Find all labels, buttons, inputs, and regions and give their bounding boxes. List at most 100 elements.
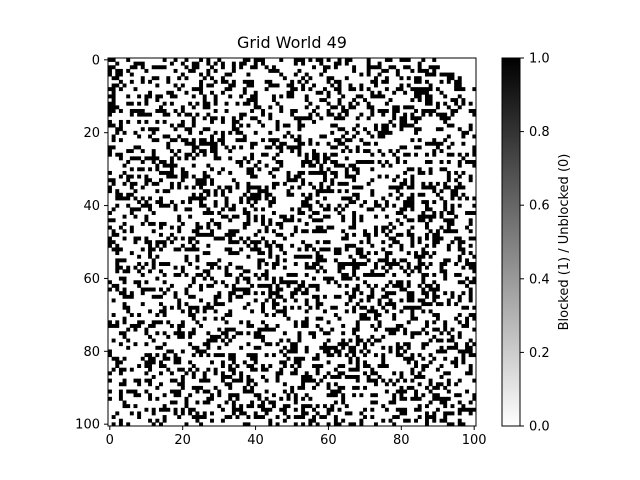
blocked-cell: [293, 145, 298, 150]
blocked-cell: [297, 119, 302, 124]
blocked-cell: [122, 404, 127, 409]
blocked-cell: [373, 393, 378, 398]
blocked-cell: [151, 262, 156, 266]
blocked-cell: [155, 345, 160, 350]
blocked-cell: [166, 112, 171, 117]
blocked-cell: [355, 192, 360, 197]
blocked-cell: [304, 203, 309, 208]
blocked-cell: [392, 331, 397, 336]
blocked-cell: [428, 101, 433, 106]
blocked-cell: [282, 364, 287, 368]
blocked-cell: [206, 163, 211, 168]
blocked-cell: [322, 374, 327, 379]
blocked-cell: [472, 262, 477, 266]
blocked-cell: [253, 101, 258, 106]
blocked-cell: [169, 200, 174, 205]
blocked-cell: [290, 145, 295, 150]
blocked-cell: [395, 218, 400, 223]
blocked-cell: [224, 331, 229, 336]
blocked-cell: [337, 251, 342, 256]
blocked-cell: [439, 345, 444, 350]
blocked-cell: [282, 331, 287, 336]
blocked-cell: [242, 58, 247, 62]
blocked-cell: [468, 287, 473, 292]
blocked-cell: [293, 87, 298, 92]
blocked-cell: [406, 203, 411, 208]
blocked-cell: [414, 145, 418, 150]
blocked-cell: [319, 189, 324, 194]
blocked-cell: [177, 214, 182, 219]
blocked-cell: [297, 305, 302, 310]
blocked-cell: [191, 353, 196, 358]
blocked-cell: [443, 291, 448, 296]
blocked-cell: [399, 371, 404, 376]
blocked-cell: [301, 203, 306, 208]
blocked-cell: [184, 254, 189, 259]
blocked-cell: [344, 302, 349, 307]
blocked-cell: [421, 298, 426, 303]
blocked-cell: [421, 291, 426, 296]
blocked-cell: [173, 407, 178, 412]
blocked-cell: [446, 145, 451, 150]
blocked-cell: [301, 192, 306, 197]
blocked-cell: [228, 218, 233, 223]
blocked-cell: [330, 393, 335, 398]
blocked-cell: [308, 160, 313, 164]
blocked-cell: [242, 90, 247, 95]
blocked-cell: [268, 327, 273, 332]
blocked-cell: [253, 411, 258, 416]
blocked-cell: [264, 272, 269, 277]
blocked-cell: [173, 94, 178, 99]
blocked-cell: [297, 170, 302, 175]
blocked-cell: [118, 360, 123, 365]
blocked-cell: [435, 396, 440, 401]
blocked-cell: [424, 236, 429, 241]
blocked-cell: [126, 203, 131, 208]
blocked-cell: [457, 105, 462, 110]
blocked-cell: [290, 112, 295, 117]
blocked-cell: [184, 207, 189, 212]
blocked-cell: [297, 254, 302, 259]
blocked-cell: [341, 109, 346, 113]
blocked-cell: [293, 174, 298, 179]
blocked-cell: [381, 123, 386, 128]
blocked-cell: [177, 229, 182, 234]
blocked-cell: [253, 185, 258, 190]
blocked-cell: [162, 393, 167, 398]
blocked-cell: [388, 163, 393, 168]
blocked-cell: [388, 192, 393, 197]
blocked-cell: [246, 382, 251, 387]
blocked-cell: [370, 371, 375, 376]
blocked-cell: [308, 76, 313, 81]
blocked-cell: [155, 385, 160, 390]
blocked-cell: [126, 174, 131, 179]
blocked-cell: [195, 400, 200, 405]
blocked-cell: [381, 163, 386, 168]
blocked-cell: [206, 211, 211, 215]
blocked-cell: [184, 185, 189, 190]
blocked-cell: [432, 214, 437, 219]
blocked-cell: [268, 170, 273, 175]
blocked-cell: [417, 407, 422, 412]
blocked-cell: [344, 58, 349, 62]
blocked-cell: [297, 207, 302, 212]
blocked-cell: [406, 83, 411, 88]
blocked-cell: [275, 415, 280, 420]
blocked-cell: [428, 160, 433, 164]
blocked-cell: [111, 109, 116, 113]
blocked-cell: [108, 389, 112, 394]
blocked-cell: [108, 211, 112, 215]
blocked-cell: [344, 203, 349, 208]
blocked-cell: [428, 181, 433, 186]
blocked-cell: [246, 353, 251, 358]
blocked-cell: [224, 283, 229, 288]
blocked-cell: [373, 353, 378, 358]
blocked-cell: [220, 138, 225, 143]
blocked-cell: [239, 61, 244, 66]
blocked-cell: [231, 407, 236, 412]
blocked-cell: [417, 305, 422, 310]
blocked-cell: [126, 404, 131, 409]
blocked-cell: [315, 353, 320, 358]
blocked-cell: [257, 192, 262, 197]
blocked-cell: [399, 247, 404, 252]
